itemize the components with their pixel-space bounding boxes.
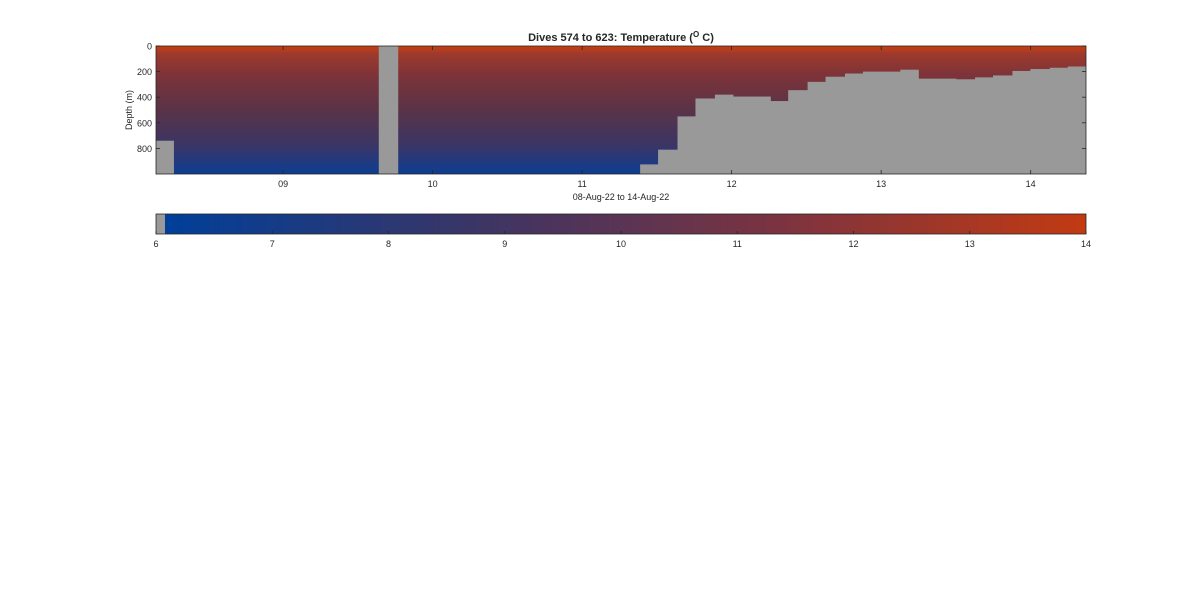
no-data-regions <box>156 46 1086 174</box>
colorbar-tick-label: 7 <box>270 239 275 249</box>
x-tick-label: 10 <box>428 179 438 189</box>
profile-below-max-depth <box>844 73 864 174</box>
y-tick-label: 200 <box>137 67 152 77</box>
colorbar-tick-label: 8 <box>386 239 391 249</box>
colorbar-gradient-bar <box>165 214 1086 234</box>
profile-below-max-depth <box>975 77 994 174</box>
y-tick-label: 400 <box>137 93 152 103</box>
colorbar-no-data-swatch <box>156 214 165 234</box>
colorbar-tick-label: 13 <box>965 239 975 249</box>
profile-below-max-depth <box>714 94 734 174</box>
x-tick-label: 09 <box>278 179 288 189</box>
colorbar-tick-label: 12 <box>848 239 858 249</box>
chart-title-main: Dives 574 to 623: Temperature ( <box>528 32 693 44</box>
x-axis-label: 08-Aug-22 to 14-Aug-22 <box>573 192 670 202</box>
profile-below-max-depth <box>918 78 957 174</box>
profile-below-max-depth <box>658 149 679 174</box>
colorbar-tick-label: 6 <box>153 239 158 249</box>
profile-below-max-depth <box>1030 69 1051 174</box>
colorbar-ticks: 6 7 8 9 10 11 12 13 14 <box>153 231 1091 249</box>
no-data-region <box>156 140 174 174</box>
no-data-region <box>378 46 399 174</box>
x-tick-label: 14 <box>1026 179 1036 189</box>
profile-below-max-depth <box>1067 66 1086 174</box>
profile-below-max-depth <box>992 75 1014 174</box>
chart-title: Dives 574 to 623: Temperature (O C) <box>528 30 714 44</box>
profile-below-max-depth <box>807 81 827 174</box>
profile-below-max-depth <box>788 90 809 174</box>
y-tick-label: 800 <box>137 144 152 154</box>
profile-below-max-depth <box>732 96 771 174</box>
heatmap-layer <box>156 46 1086 174</box>
colorbar-tick-label: 14 <box>1081 239 1091 249</box>
profile-below-max-depth <box>825 76 846 174</box>
y-tick-label: 600 <box>137 118 152 128</box>
x-tick-label: 11 <box>577 179 586 189</box>
colorbar-tick-label: 9 <box>502 239 507 249</box>
profile-below-max-depth <box>677 116 697 174</box>
chart-title-tail: C) <box>699 32 714 44</box>
x-axis: 09 10 11 12 13 14 <box>278 46 1036 189</box>
profile-below-max-depth <box>1012 70 1031 174</box>
x-tick-label: 12 <box>727 179 737 189</box>
profile-below-max-depth <box>1049 67 1069 174</box>
profile-below-max-depth <box>640 164 659 174</box>
y-tick-label: 0 <box>147 42 152 52</box>
colorbar: 6 7 8 9 10 11 12 13 14 <box>153 213 1091 249</box>
profile-below-max-depth <box>900 69 919 174</box>
x-tick-label: 13 <box>876 179 886 189</box>
profile-below-max-depth <box>862 71 901 174</box>
colorbar-tick-label: 10 <box>616 239 626 249</box>
chart-title-superscript: O <box>693 30 699 39</box>
profile-below-max-depth <box>770 101 789 174</box>
y-axis: 0 200 400 600 800 <box>137 42 1086 154</box>
y-axis-label: Depth (m) <box>124 90 134 130</box>
profile-below-max-depth <box>955 79 976 174</box>
profile-below-max-depth <box>695 98 716 174</box>
colorbar-tick-label: 11 <box>733 239 742 249</box>
plot-frame <box>155 45 1087 175</box>
